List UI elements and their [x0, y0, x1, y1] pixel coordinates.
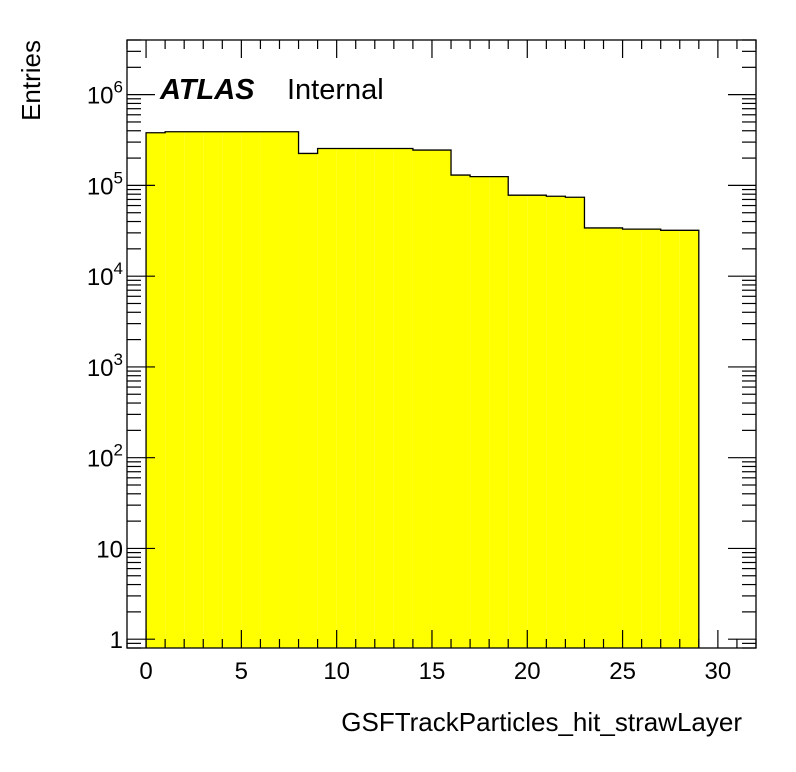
internal-label: Internal — [287, 74, 384, 106]
histogram-bar — [393, 148, 413, 648]
histogram-bar — [508, 195, 528, 648]
plot-frame — [126, 39, 757, 649]
x-tick-label: 30 — [705, 658, 732, 685]
histogram-bar — [565, 197, 585, 648]
histogram-bar — [451, 175, 471, 648]
histogram-bar — [622, 229, 642, 649]
y-axis-title: Entries — [16, 40, 46, 121]
histogram-bar — [660, 230, 680, 648]
histogram-bar — [374, 148, 394, 648]
x-tick-label: 10 — [323, 658, 350, 685]
histogram-bar — [584, 227, 604, 648]
histogram-bar — [298, 153, 318, 649]
histogram-bar — [184, 131, 204, 648]
histogram-bar — [679, 230, 699, 648]
histogram-bar — [279, 131, 299, 648]
histogram-bar — [146, 132, 166, 648]
y-tick-label: 105 — [87, 168, 123, 200]
histogram-bar — [241, 131, 261, 648]
histogram-bar — [641, 229, 661, 649]
y-tick-label: 10 — [96, 536, 123, 563]
y-tick-label: 102 — [87, 441, 123, 473]
y-tick-label: 1 — [110, 627, 123, 654]
histogram-bars — [146, 131, 699, 649]
histogram-bar — [203, 131, 223, 648]
histogram-bar — [412, 150, 432, 648]
histogram-bar — [222, 131, 242, 648]
x-tick-label: 0 — [139, 658, 152, 685]
histogram-bar — [260, 131, 280, 648]
atlas-label: ATLAS — [159, 74, 255, 106]
histogram-bar — [165, 131, 185, 648]
histogram-bar — [336, 148, 356, 648]
axis-ticks — [126, 39, 757, 649]
histogram-bar — [470, 176, 490, 649]
y-tick-label: 104 — [87, 259, 123, 291]
histogram-bar — [527, 195, 547, 648]
x-tick-label: 25 — [609, 658, 636, 685]
histogram-bar — [431, 150, 452, 648]
x-tick-label: 15 — [419, 658, 446, 685]
histogram-bar — [355, 148, 375, 648]
y-tick-label: 103 — [87, 350, 123, 382]
histogram-bar — [546, 196, 566, 648]
x-axis-title: GSFTrackParticles_hit_strawLayer — [341, 707, 742, 737]
x-tick-label: 5 — [235, 658, 248, 685]
histogram-bar — [603, 227, 623, 648]
x-tick-label: 20 — [514, 658, 541, 685]
histogram-bar — [489, 176, 509, 649]
y-tick-label: 106 — [87, 78, 123, 110]
y-tick-labels: 1 10 102 103 104 105 106 — [87, 78, 123, 655]
histogram-outline — [145, 131, 700, 648]
x-tick-labels: 0 5 10 15 20 25 30 — [139, 658, 731, 685]
histogram-bar — [317, 148, 337, 648]
